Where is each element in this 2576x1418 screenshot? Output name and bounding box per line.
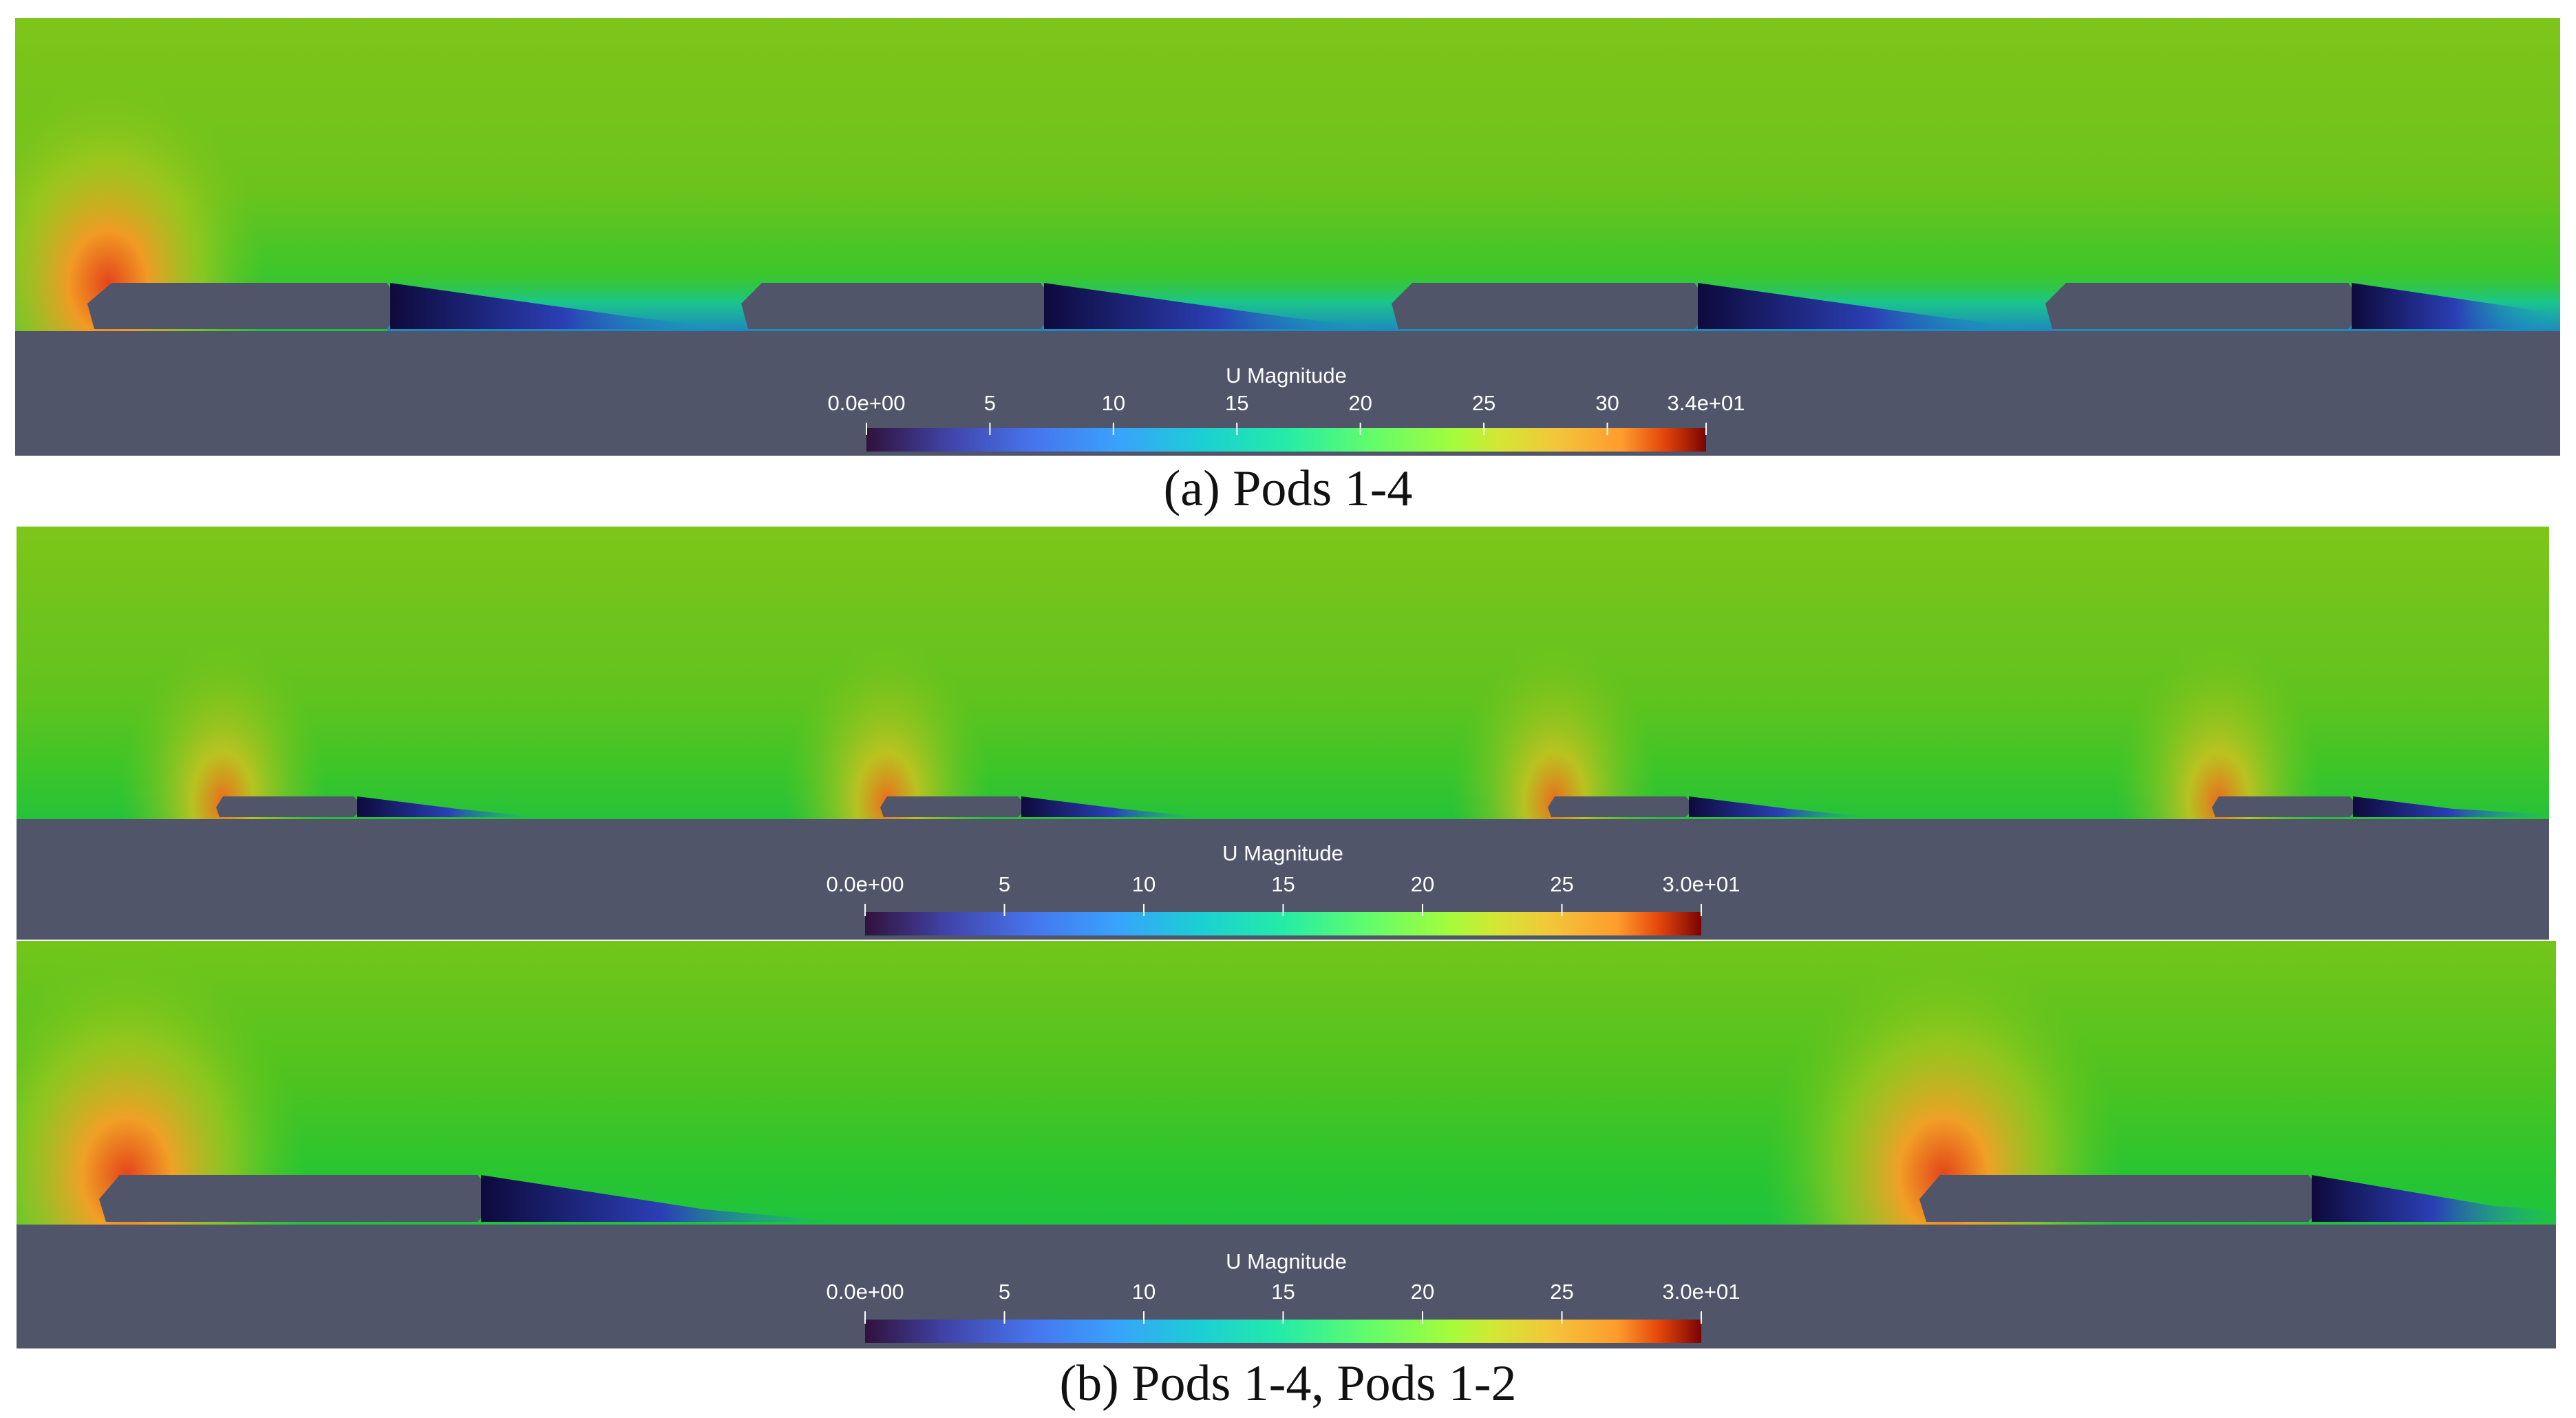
colorbar-title: U Magnitude <box>1226 363 1347 388</box>
pod-1 <box>216 796 540 817</box>
pod-3 <box>1548 796 1871 817</box>
colorbar-tick-label: 30 <box>1595 391 1619 415</box>
pod-4 <box>2045 283 2560 329</box>
colorbar-tick-label: 0.0e+00 <box>827 872 904 896</box>
wake <box>1698 283 2045 329</box>
colorbar-tick-label: 25 <box>1550 872 1573 896</box>
colorbar-tick-label: 10 <box>1102 391 1125 415</box>
colorbar-gradient <box>866 428 1706 452</box>
caption-a: (a) Pods 1-4 <box>1163 461 1413 517</box>
panel-b-bottom-velocity-field: U Magnitude 0.0e+00 5 10 15 20 25 3.0e+01 <box>17 941 2556 1348</box>
colorbar-tick-label: 5 <box>999 1280 1010 1304</box>
panel-b-top-velocity-field: U Magnitude 0.0e+00 5 10 15 20 25 3.0e+01 <box>17 527 2549 940</box>
pod-3 <box>1392 283 2045 329</box>
colorbar-title: U Magnitude <box>1226 1249 1347 1273</box>
colorbar-tick-label: 15 <box>1271 1280 1295 1304</box>
colorbar-tick-label: 20 <box>1348 391 1372 415</box>
colorbar-tick-label: 10 <box>1132 1280 1156 1304</box>
wake <box>390 283 738 329</box>
colorbar-tick-label: 20 <box>1411 1280 1434 1304</box>
pod-1 <box>99 1175 842 1222</box>
wake <box>1689 796 1871 817</box>
pod-2 <box>880 796 1204 817</box>
colorbar-tick-label: 3.0e+01 <box>1663 872 1741 896</box>
wake <box>1021 796 1204 817</box>
colorbar: U Magnitude 0.0e+00 5 10 15 20 25 3.0e+01 <box>827 1249 1741 1343</box>
colorbar-tick-label: 25 <box>1550 1280 1573 1304</box>
pod-2 <box>1919 1175 2556 1222</box>
colorbar-tick-label: 5 <box>984 391 996 415</box>
wake <box>2353 796 2549 817</box>
panel-a-velocity-field: U Magnitude 0.0e+00 5 10 15 20 25 30 3.4e+01 <box>15 18 2560 456</box>
pod-2 <box>741 283 1392 329</box>
colorbar-tick-label: 25 <box>1472 391 1495 415</box>
colorbar: U Magnitude 0.0e+00 5 10 15 20 25 30 3.4e+01 <box>828 363 1745 452</box>
colorbar-tick-label: 20 <box>1411 872 1434 896</box>
caption-b: (b) Pods 1-4, Pods 1-2 <box>1059 1355 1517 1412</box>
colorbar-tick-label: 3.0e+01 <box>1663 1280 1741 1304</box>
colorbar-tick-label: 5 <box>999 872 1010 896</box>
colorbar-tick-label: 10 <box>1132 872 1156 896</box>
wake <box>357 796 540 817</box>
colorbar-tick-label: 0.0e+00 <box>828 391 906 415</box>
colorbar-tick-label: 15 <box>1271 872 1295 896</box>
colorbar-title: U Magnitude <box>1222 841 1343 865</box>
wake <box>481 1175 842 1222</box>
colorbar: U Magnitude 0.0e+00 5 10 15 20 25 3.0e+01 <box>827 841 1741 935</box>
wake <box>2312 1175 2556 1222</box>
wake <box>2352 283 2560 329</box>
pod-4 <box>2212 796 2549 817</box>
wake <box>1044 283 1392 329</box>
colorbar-tick-label: 15 <box>1225 391 1248 415</box>
colorbar-tick-label: 3.4e+01 <box>1668 391 1745 415</box>
colorbar-tick-label: 0.0e+00 <box>827 1280 904 1304</box>
pod-1 <box>87 283 738 329</box>
